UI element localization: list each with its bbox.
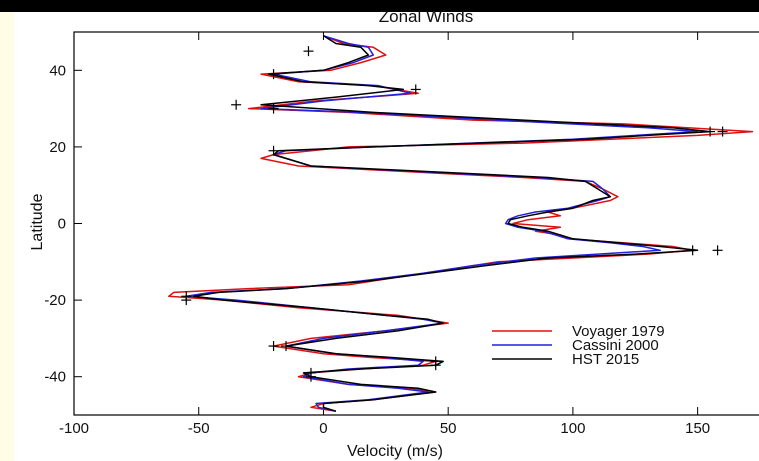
plus-marker (268, 145, 279, 156)
left-margin-strip (0, 12, 14, 461)
plus-marker (717, 126, 728, 137)
series-line-hst-2015 (192, 35, 711, 412)
y-tick-label: -40 (44, 369, 66, 386)
series-line-voyager-1979 (168, 35, 754, 412)
y-axis-title: Latitude (29, 193, 46, 250)
plus-marker (281, 341, 292, 352)
plus-marker (705, 126, 716, 137)
plus-marker (268, 341, 279, 352)
plus-marker (231, 99, 242, 110)
x-tick-label: 50 (440, 420, 457, 437)
x-tick-label: -50 (188, 420, 210, 437)
chart-title: Zonal Winds (379, 7, 473, 26)
x-axis-title: Velocity (m/s) (347, 443, 443, 460)
plus-marker (430, 360, 441, 371)
y-tick-label: 40 (49, 62, 66, 79)
y-axis: -40 -20 0 20 40 (44, 62, 82, 386)
y-tick-label: -20 (44, 292, 66, 309)
legend-label: Cassini 2000 (572, 337, 659, 354)
y-tick-label: 20 (49, 139, 66, 156)
plus-markers (181, 46, 728, 382)
x-tick-label: 0 (319, 420, 327, 437)
x-axis: -100 -50 0 50 100 150 (59, 32, 710, 437)
plus-marker (410, 84, 421, 95)
legend-label: Voyager 1979 (572, 323, 665, 340)
x-tick-label: 100 (560, 420, 585, 437)
x-tick-label: 150 (685, 420, 710, 437)
x-tick-label: -100 (59, 420, 89, 437)
plus-marker (268, 103, 279, 114)
plus-marker (181, 295, 192, 306)
series-lines (168, 35, 754, 412)
plus-marker (268, 69, 279, 80)
plus-marker (303, 46, 314, 57)
plus-marker (712, 245, 723, 256)
series-line-cassini-2000 (185, 35, 699, 412)
top-black-bar (0, 0, 759, 12)
plus-marker (305, 371, 316, 382)
legend-label: HST 2015 (572, 351, 639, 368)
y-tick-label: 0 (58, 216, 66, 233)
plus-marker (687, 245, 698, 256)
